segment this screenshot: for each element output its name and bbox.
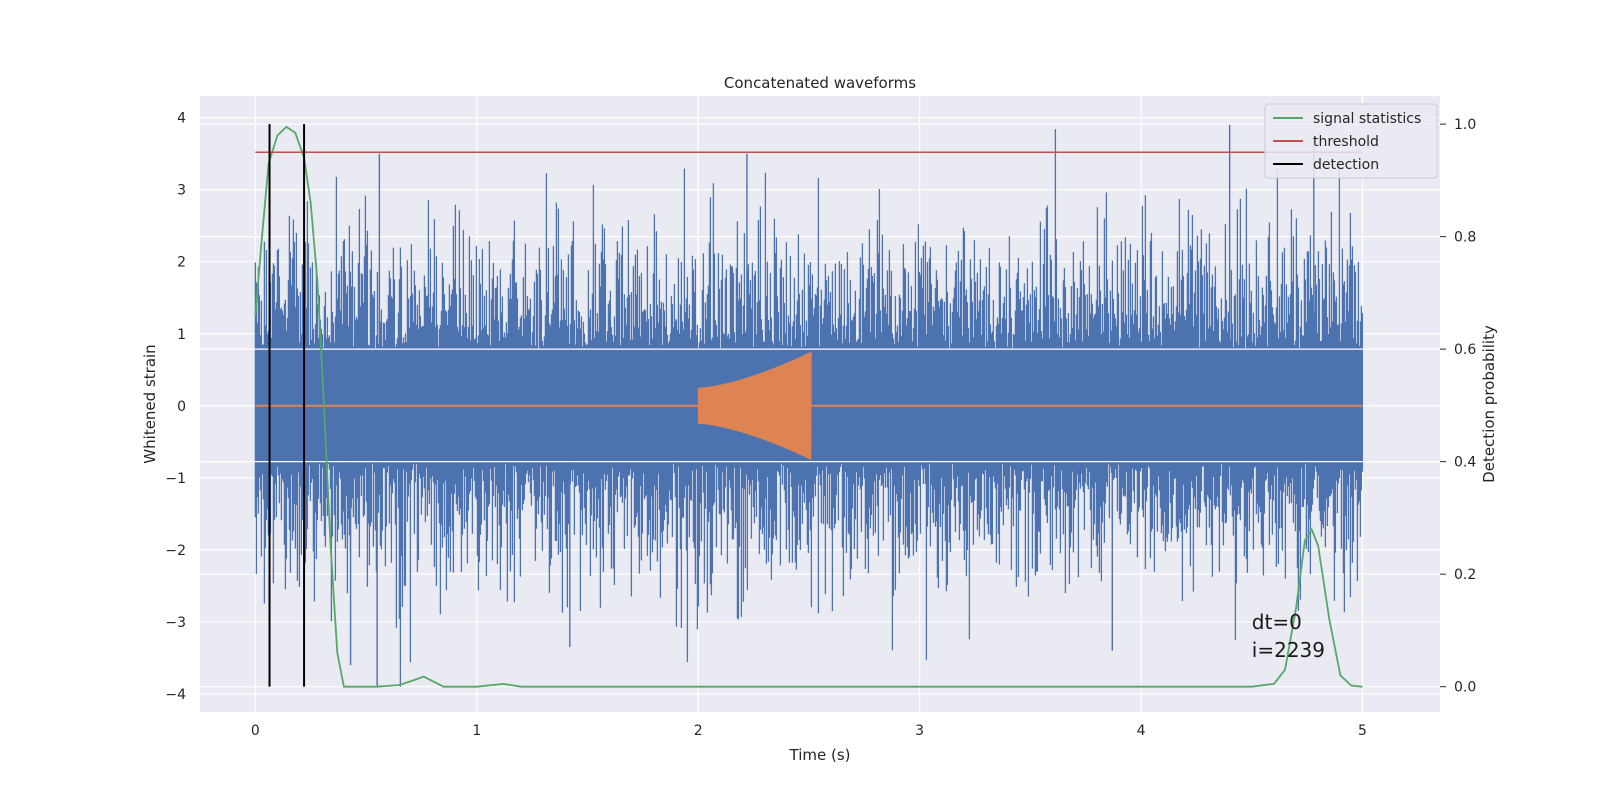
tick-labels: 0 1 2 3 4 5 −4 −3 −2 −1 0 1 2 3 4 0.0 0.2 0.4 0.6 0.8 1.0 bbox=[165, 111, 1476, 739]
chart-title: Concatenated waveforms bbox=[724, 74, 916, 92]
x-tick-label: 3 bbox=[915, 723, 924, 739]
x-tick-label: 1 bbox=[472, 723, 481, 739]
signal-statistics-line bbox=[254, 126, 1363, 688]
y-right-tick-label: 0.2 bbox=[1454, 567, 1476, 583]
y-right-tick-label: 1.0 bbox=[1454, 117, 1476, 133]
y-right-tick-label: 0.8 bbox=[1454, 230, 1476, 246]
y-tick-label: 1 bbox=[177, 327, 186, 343]
x-tick-label: 0 bbox=[251, 723, 260, 739]
x-tick-label: 5 bbox=[1358, 723, 1367, 739]
y-tick-label: −1 bbox=[165, 471, 186, 487]
y-right-tick-label: 0.0 bbox=[1454, 680, 1476, 696]
annotation-text: dt=0 bbox=[1252, 610, 1302, 634]
x-tick-label: 2 bbox=[694, 723, 703, 739]
annotation-text: i=2239 bbox=[1252, 638, 1325, 662]
legend-label: threshold bbox=[1313, 134, 1379, 150]
series-layer bbox=[200, 124, 1440, 688]
y-tick-label: 4 bbox=[177, 111, 186, 127]
legend-label: signal statistics bbox=[1313, 111, 1421, 127]
legend: signal statistics threshold detection bbox=[1264, 103, 1438, 179]
legend-box bbox=[1264, 103, 1438, 179]
y-tick-label: −3 bbox=[165, 615, 186, 631]
legend-label: detection bbox=[1313, 157, 1379, 173]
annotations: dt=0 i=2239 bbox=[1252, 610, 1325, 662]
y-tick-label: 0 bbox=[177, 399, 186, 415]
y-tick-label: 3 bbox=[177, 183, 186, 199]
x-tick-label: 4 bbox=[1137, 723, 1146, 739]
y-right-tick-label: 0.6 bbox=[1454, 342, 1476, 358]
y-right-tick-label: 0.4 bbox=[1454, 455, 1476, 471]
y-tick-label: −4 bbox=[165, 687, 186, 703]
y-tick-label: −2 bbox=[165, 543, 186, 559]
x-axis-label: Time (s) bbox=[789, 746, 851, 764]
y-axis-label: Whitened strain bbox=[141, 344, 159, 463]
y-axis-right-label: Detection probability bbox=[1480, 325, 1498, 483]
chirp-series-line bbox=[697, 351, 812, 460]
y-tick-label: 2 bbox=[177, 255, 186, 271]
